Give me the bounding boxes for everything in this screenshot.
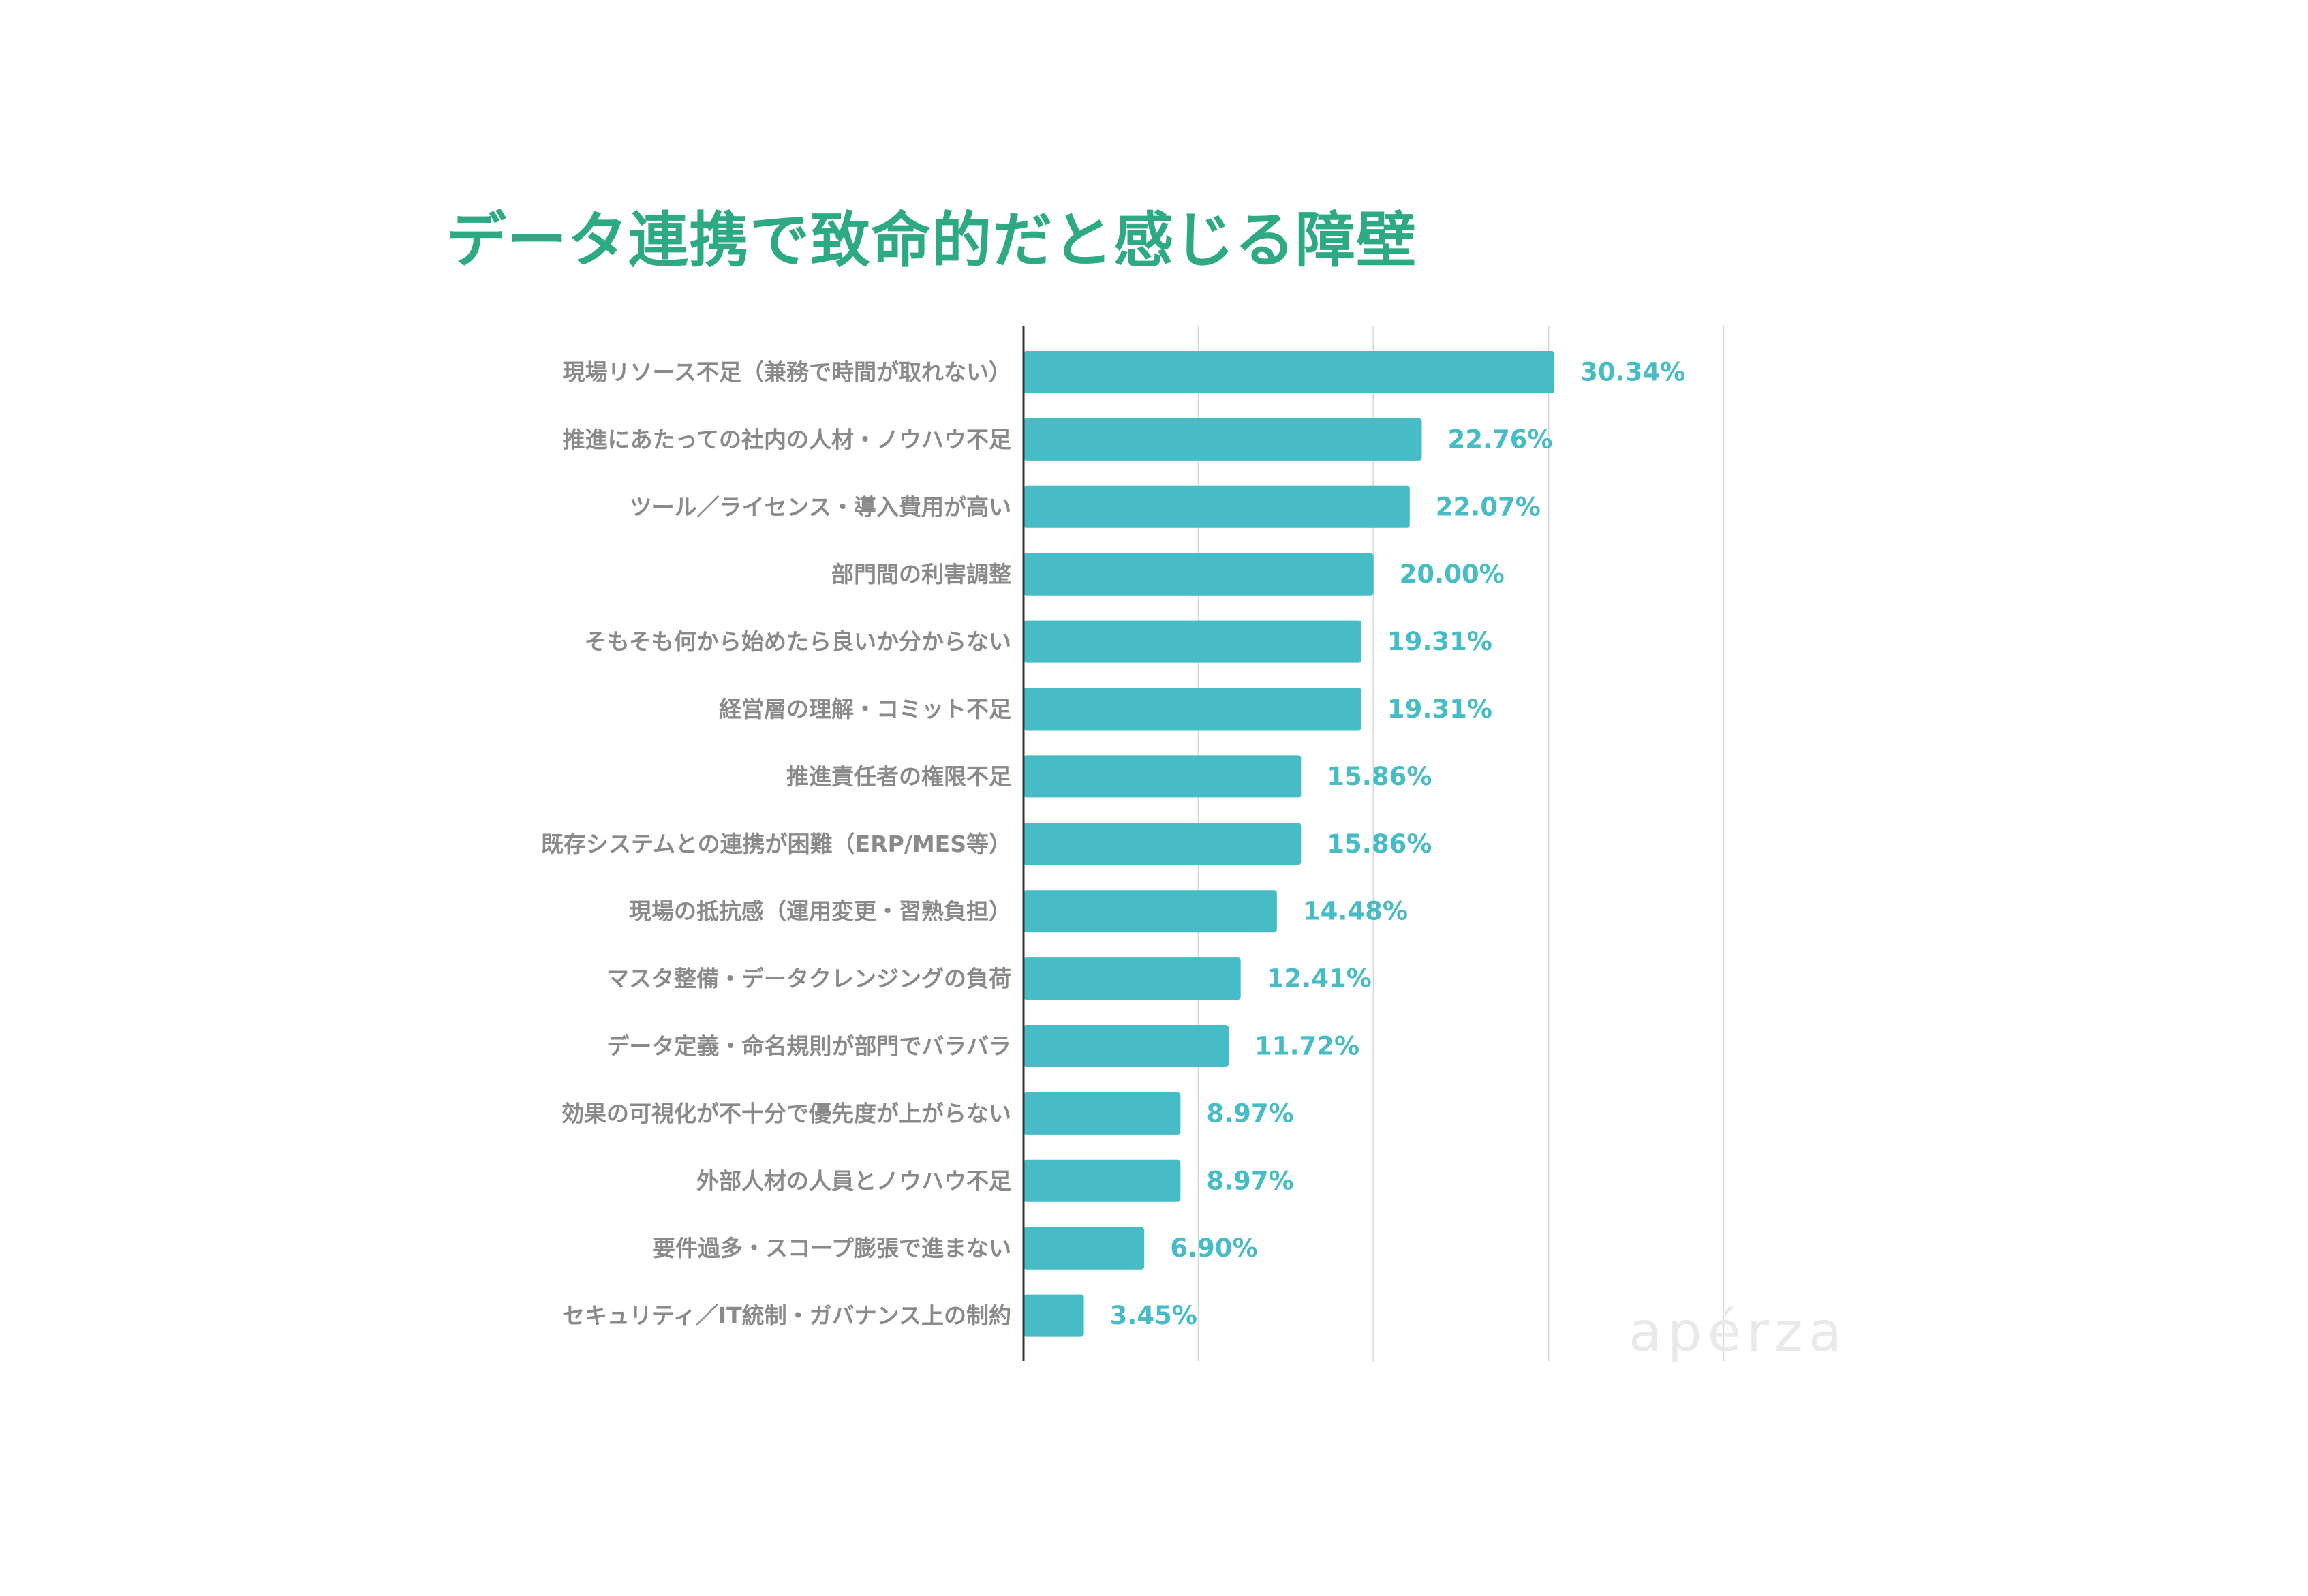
bar — [1024, 1025, 1229, 1067]
category-label: マスタ整備・データクレンジングの負荷 — [606, 966, 1011, 992]
category-label: 現場リソース不足（兼務で時間が取れない） — [563, 359, 1011, 386]
value-label: 20.00% — [1400, 559, 1505, 589]
bar — [1024, 1227, 1145, 1270]
value-label: 11.72% — [1255, 1032, 1359, 1061]
value-label: 22.76% — [1447, 425, 1552, 454]
category-label: 経営層の理解・コミット不足 — [719, 696, 1011, 722]
value-label: 22.07% — [1436, 492, 1541, 521]
bar — [1024, 957, 1241, 1000]
bars — [1024, 351, 1555, 1337]
value-label: 15.86% — [1327, 829, 1432, 859]
category-label: セキュリティ／IT統制・ガバナンス上の制約 — [562, 1302, 1011, 1329]
bar — [1024, 485, 1410, 528]
category-label: そもそも何から始めたら良いか分からない — [585, 628, 1011, 655]
bar — [1024, 823, 1302, 865]
value-label: 6.90% — [1170, 1233, 1257, 1263]
bar — [1024, 351, 1555, 393]
chart-title: データ連携で致命的だと感じる障壁 — [446, 205, 1417, 275]
value-label: 12.41% — [1267, 964, 1372, 994]
category-label: 部門間の利害調整 — [831, 561, 1011, 587]
value-label: 19.31% — [1387, 694, 1492, 724]
value-label: 8.97% — [1206, 1099, 1293, 1128]
value-label: 15.86% — [1327, 762, 1432, 791]
bar — [1024, 1092, 1181, 1135]
value-label: 14.48% — [1303, 897, 1408, 926]
category-label: 既存システムとの連携が困難（ERP/MES等） — [541, 831, 1011, 857]
bar — [1024, 890, 1277, 933]
value-label: 19.31% — [1387, 627, 1492, 656]
category-label: 現場の抵抗感（運用変更・習熟負担） — [629, 898, 1011, 925]
bar — [1024, 418, 1422, 461]
value-labels: 30.34% 22.76% 22.07% 20.00% 19.31% 19.31% 15.8… — [1110, 358, 1686, 1331]
bar — [1024, 1159, 1181, 1202]
category-label: ツール／ライセンス・導入費用が高い — [630, 493, 1011, 520]
category-label: 推進にあたっての社内の人材・ノウハウ不足 — [563, 426, 1011, 452]
value-label: 30.34% — [1580, 358, 1685, 387]
aperza-watermark: apérza — [1629, 1300, 1847, 1364]
value-label: 3.45% — [1110, 1301, 1197, 1330]
category-label: 外部人材の人員とノウハウ不足 — [696, 1167, 1011, 1194]
bar — [1024, 553, 1374, 596]
category-label: 効果の可視化が不十分で優先度が上がらない — [561, 1100, 1011, 1126]
bar — [1024, 620, 1361, 663]
category-label: データ定義・命名規則が部門でバラバラ — [606, 1033, 1011, 1060]
category-label: 要件過多・スコープ膨張で進まない — [653, 1235, 1011, 1261]
bar — [1024, 688, 1361, 731]
category-label: 推進責任者の権限不足 — [786, 763, 1011, 790]
value-label: 8.97% — [1206, 1166, 1293, 1195]
bar — [1024, 1294, 1084, 1337]
category-labels: 現場リソース不足（兼務で時間が取れない） 推進にあたっての社内の人材・ノウハウ不足… — [541, 359, 1011, 1330]
bar — [1024, 755, 1302, 798]
